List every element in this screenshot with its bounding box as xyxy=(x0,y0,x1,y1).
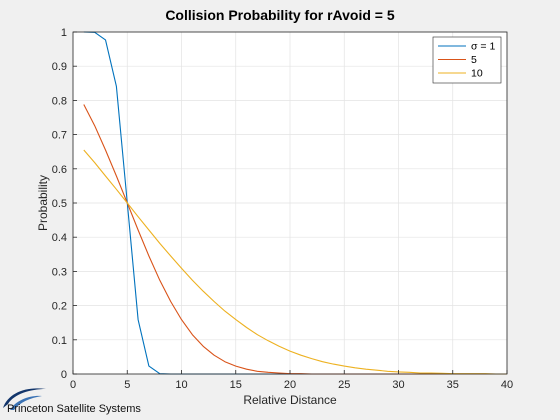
y-tick-label: 0.3 xyxy=(52,266,67,278)
chart-title: Collision Probability for rAvoid = 5 xyxy=(165,7,395,23)
x-tick-label: 40 xyxy=(501,379,513,391)
logo-text: Princeton Satellite Systems xyxy=(7,403,141,415)
y-tick-label: 0.1 xyxy=(52,335,67,347)
y-tick-label: 1 xyxy=(61,27,67,39)
x-axis-label: Relative Distance xyxy=(243,393,337,407)
y-tick-label: 0.2 xyxy=(52,301,67,313)
y-tick-label: 0.9 xyxy=(52,61,67,73)
x-tick-label: 20 xyxy=(284,379,296,391)
legend-label: 10 xyxy=(471,68,483,80)
legend-label: 5 xyxy=(471,54,477,66)
logo: Princeton Satellite Systems xyxy=(3,388,141,415)
logo-swoosh-accent-icon xyxy=(10,395,42,410)
x-tick-label: 10 xyxy=(175,379,187,391)
legend: σ = 15 10 xyxy=(432,36,502,84)
ticks: 0 5 10 15 20 25 30 35 4000.10.20.30.40.50.60.70.… xyxy=(52,27,513,391)
legend-label: σ = 1 xyxy=(471,41,495,53)
x-tick-label: 30 xyxy=(392,379,404,391)
y-tick-label: 0.6 xyxy=(52,164,67,176)
y-tick-label: 0 xyxy=(61,369,67,381)
x-tick-label: 5 xyxy=(124,379,130,391)
logo-swoosh-icon xyxy=(3,388,46,408)
x-tick-label: 0 xyxy=(70,379,76,391)
y-tick-label: 0.7 xyxy=(52,130,67,142)
y-tick-label: 0.8 xyxy=(52,95,67,107)
series-line xyxy=(83,149,507,375)
x-tick-label: 25 xyxy=(338,379,350,391)
y-tick-label: 0.5 xyxy=(52,198,67,210)
y-axis-label: Probability xyxy=(36,175,50,231)
x-tick-label: 35 xyxy=(447,379,459,391)
x-tick-label: 15 xyxy=(230,379,242,391)
y-tick-label: 0.4 xyxy=(52,232,67,244)
